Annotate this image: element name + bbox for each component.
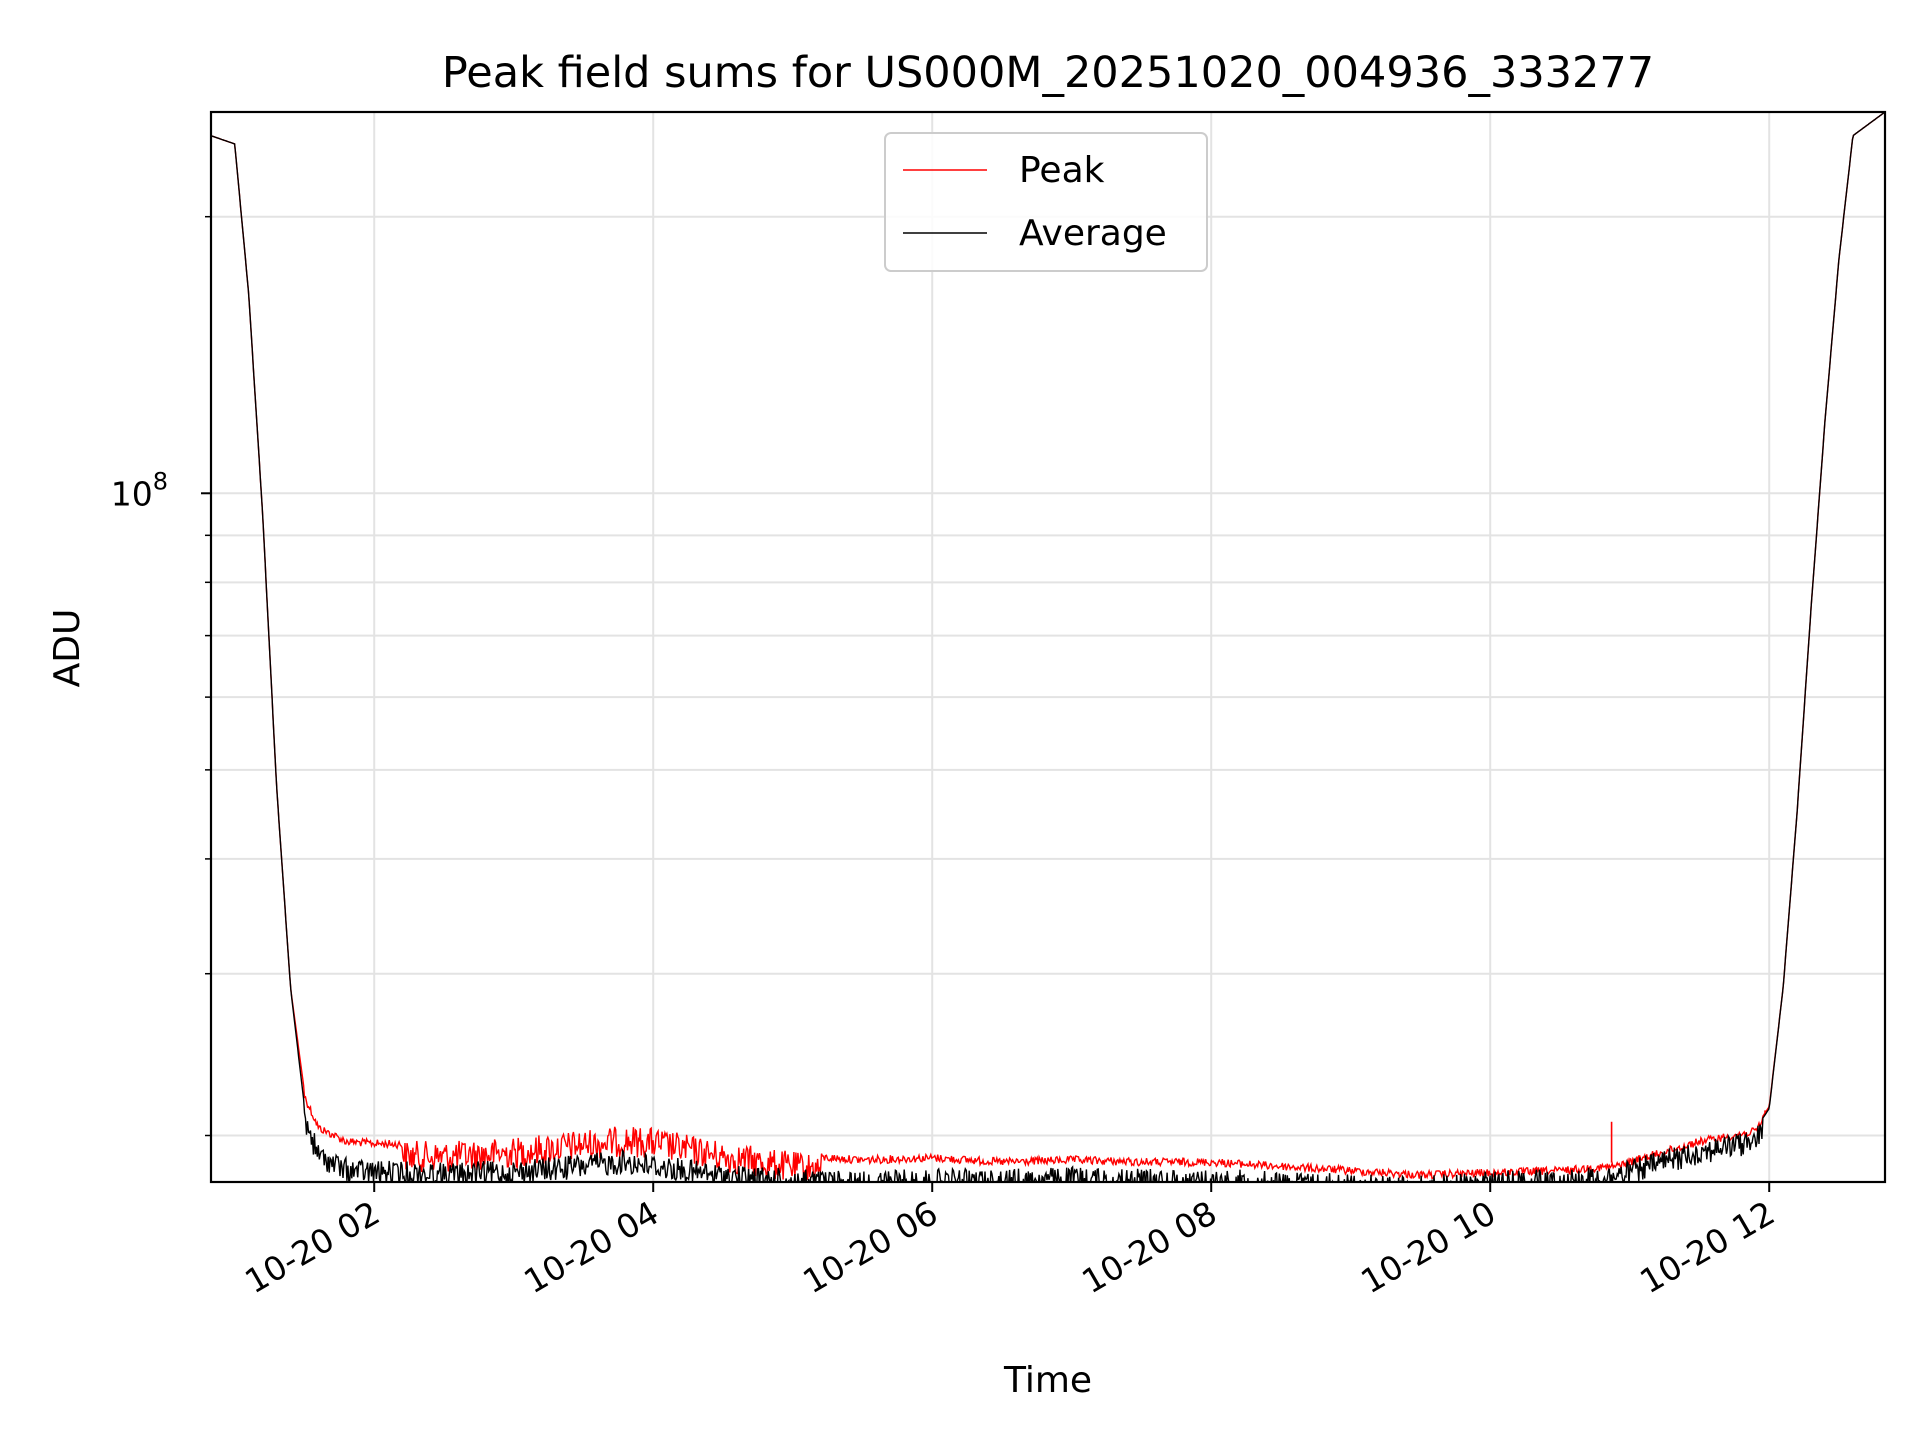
y-tick-label-1e8: 108 xyxy=(111,467,168,513)
y-axis-label: ADU xyxy=(47,609,88,688)
x-tick-label: 10-20 10 xyxy=(1354,1193,1502,1301)
x-tick-label: 10-20 04 xyxy=(517,1193,665,1301)
legend-box xyxy=(884,132,1208,272)
x-tick-label: 10-20 06 xyxy=(796,1193,944,1301)
series-line-peak xyxy=(211,112,1885,1182)
chart-title: Peak field sums for US000M_20251020_0049… xyxy=(442,48,1654,98)
series-line-average xyxy=(211,112,1885,1182)
legend-label-average: Average xyxy=(1019,213,1167,254)
y-tick-label-base: 10 xyxy=(111,474,153,513)
grid xyxy=(211,112,1885,1182)
x-tick-label: 10-20 02 xyxy=(238,1193,386,1301)
series-layer xyxy=(211,112,1885,1182)
legend-label-peak: Peak xyxy=(1019,150,1105,191)
x-tick-label: 10-20 12 xyxy=(1633,1193,1781,1301)
plot-frame xyxy=(209,110,1887,1184)
axis-ticks: 10-20 02 10-20 04 10-20 06 10-20 08 10-20 10… xyxy=(201,215,1781,1301)
x-axis-label: Time xyxy=(1003,1360,1092,1401)
y-tick-label-exponent: 8 xyxy=(153,467,168,495)
svg-text:108: 108 xyxy=(111,467,168,513)
legend: Peak Average xyxy=(884,132,1208,272)
x-tick-label: 10-20 08 xyxy=(1075,1193,1223,1301)
